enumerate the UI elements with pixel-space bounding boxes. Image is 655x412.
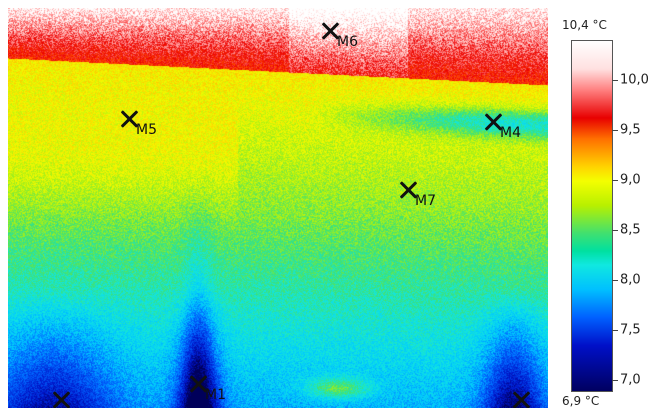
scale-tick [612, 330, 618, 331]
scale-tick [612, 80, 618, 81]
marker-label: M6 [337, 34, 358, 50]
marker-cross-icon [52, 391, 70, 408]
scale-tick-label: 9,0 [620, 172, 641, 188]
thermal-image: M6 M5 M4 M7 M1 [8, 8, 548, 408]
scale-min-label: 6,9 °C [562, 394, 600, 408]
scale-tick [612, 380, 618, 381]
scale-tick-label: 7,5 [620, 322, 641, 338]
scale-tick [612, 130, 618, 131]
scale-tick-label: 7,0 [620, 372, 641, 388]
marker-label: M1 [205, 387, 226, 403]
scale-tick [612, 230, 618, 231]
marker-label: M5 [136, 122, 157, 138]
color-bar [571, 40, 613, 392]
marker-cross-icon [512, 391, 530, 408]
scale-tick [612, 280, 618, 281]
thermal-canvas [8, 8, 548, 408]
scale-tick-label: 9,5 [620, 122, 641, 138]
scale-tick-label: 8,5 [620, 222, 641, 238]
temperature-scale: 10,4 °C 10,0 9,5 9,0 8,5 8,0 7,5 7,0 6,9 °C [552, 0, 655, 412]
scale-tick [612, 180, 618, 181]
marker-label: M7 [415, 193, 436, 209]
scale-max-label: 10,4 °C [562, 18, 607, 32]
scale-tick-label: 10,0 [620, 72, 649, 88]
scale-tick-label: 8,0 [620, 272, 641, 288]
marker-label: M4 [500, 125, 521, 141]
